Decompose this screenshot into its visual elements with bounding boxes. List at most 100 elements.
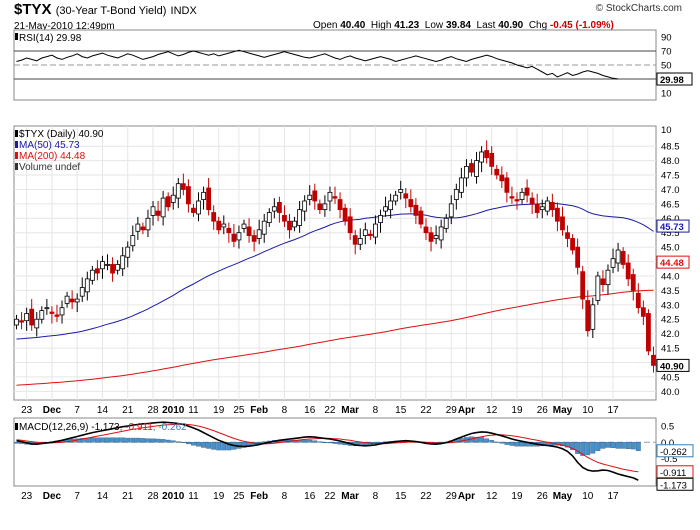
macd-histogram-bar (150, 438, 156, 443)
candle-body (600, 278, 606, 286)
candle-body (640, 307, 646, 317)
candle-body (100, 261, 105, 270)
candle-body (474, 160, 479, 177)
candle-body (458, 177, 464, 193)
candle-body (367, 233, 373, 237)
macd-histogram-bar (130, 437, 136, 443)
macd-legend-part: MACD(12,26,9) (19, 422, 88, 433)
price-tick-label: 40.5 (661, 372, 680, 383)
macd-x-tick-label: 10 (582, 491, 594, 502)
candle-body (529, 197, 535, 205)
candle-body (14, 318, 19, 326)
candle-body (317, 203, 323, 211)
candle-body (49, 311, 55, 314)
macd-histogram-bar (565, 442, 570, 448)
candle-body (615, 249, 621, 264)
macd-x-tick-label: 26 (537, 491, 549, 502)
price-tick-label: 46.5 (661, 199, 680, 210)
macd-x-tick-label: 8 (282, 491, 288, 502)
price-marker-box (656, 219, 690, 233)
candle-body (539, 206, 545, 211)
candle-body (95, 268, 100, 274)
open-label: Open (313, 20, 338, 31)
macd-legend: MACD(12,26,9) -1.173, -0.911, -0.262 (19, 422, 187, 433)
macd-histogram-bar (175, 441, 181, 443)
high-label: High (370, 20, 392, 31)
price-legend-swatch (15, 141, 18, 148)
price-legend-item: $TYX (Daily) 40.90 (19, 129, 104, 140)
candle-body (44, 307, 50, 310)
macd-histogram-bar (241, 442, 247, 448)
macd-histogram-bar (100, 437, 105, 443)
macd-x-tick-label: 23 (21, 491, 33, 502)
candle-body (590, 304, 596, 330)
candle-body (211, 212, 217, 222)
candle-body (115, 264, 121, 271)
candle-body (150, 206, 156, 216)
price-x-tick-label: 8 (282, 405, 288, 416)
candle-body (565, 232, 570, 239)
macd-x-tick-label: 21 (122, 491, 134, 502)
price-x-tick-label: Mar (341, 405, 359, 416)
candle-body (39, 310, 45, 320)
candle-body (105, 264, 110, 266)
macd-tick-label: 0.5 (661, 422, 674, 433)
candle-body (236, 232, 242, 241)
macd-histogram-bar (625, 442, 631, 449)
candle-body (378, 215, 383, 224)
candle-body (180, 183, 186, 190)
candle-body (246, 226, 252, 237)
macd-x-tick-label: 25 (233, 491, 245, 502)
macd-histogram-bar (600, 442, 606, 449)
macd-x-tick-label: 16 (304, 491, 316, 502)
macd-x-tick-label: May (553, 491, 573, 502)
price-panel: 40.040.541.041.542.042.543.043.544.044.5… (13, 125, 690, 416)
price-x-tick-label: 28 (147, 405, 159, 416)
candle-body (398, 189, 404, 193)
macd-histogram-bar (605, 442, 611, 448)
candle-body (64, 295, 70, 304)
price-tick-label: 40.0 (661, 387, 680, 398)
macd-histogram-bar (79, 438, 85, 443)
candle-body (327, 191, 333, 202)
price-tick-label: 41.5 (661, 344, 680, 355)
high-value: 41.23 (394, 20, 420, 31)
price-marker-box (656, 358, 690, 372)
rsi-tick-label: 50 (661, 61, 672, 72)
macd-histogram-bar (327, 442, 333, 444)
candle-body (54, 314, 60, 317)
candle-body (403, 193, 409, 199)
candle-body (428, 232, 434, 242)
candle-body (499, 174, 505, 182)
macd-histogram-bar (575, 442, 581, 454)
candle-body (408, 199, 414, 208)
macd-histogram-bar (570, 442, 576, 450)
price-tick-label: 43.0 (661, 300, 680, 311)
macd-histogram-bar (307, 439, 313, 443)
macd-histogram-bar (170, 440, 176, 443)
candle-body (322, 203, 328, 211)
candle-body (130, 235, 136, 247)
stockcharts-credit[interactable]: © StockCharts.com (595, 3, 682, 14)
macd-histogram-bar (185, 442, 191, 445)
candle-body (160, 197, 166, 218)
candle-body (575, 246, 581, 268)
price-tick-label: 47.0 (661, 185, 680, 196)
macd-histogram-bar (499, 442, 505, 444)
macd-x-tick-label: 28 (147, 491, 159, 502)
candle-body (251, 235, 257, 242)
candle-body (342, 207, 348, 222)
candle-body (175, 183, 181, 199)
candle-body (120, 255, 126, 270)
price-x-tick-label: 23 (21, 405, 33, 416)
candle-body (625, 262, 631, 280)
ohlc-stats: Open 40.40 High 41.23 Low 39.84 Last 40.… (313, 20, 614, 31)
price-x-tick-label: Dec (43, 405, 62, 416)
macd-legend-part: , -0.262 (153, 422, 187, 433)
price-x-tick-label: 16 (304, 405, 316, 416)
candle-body (433, 235, 439, 239)
macd-histogram-bar (201, 442, 206, 448)
candle-body (271, 206, 277, 212)
price-x-tick-label: 14 (97, 405, 109, 416)
